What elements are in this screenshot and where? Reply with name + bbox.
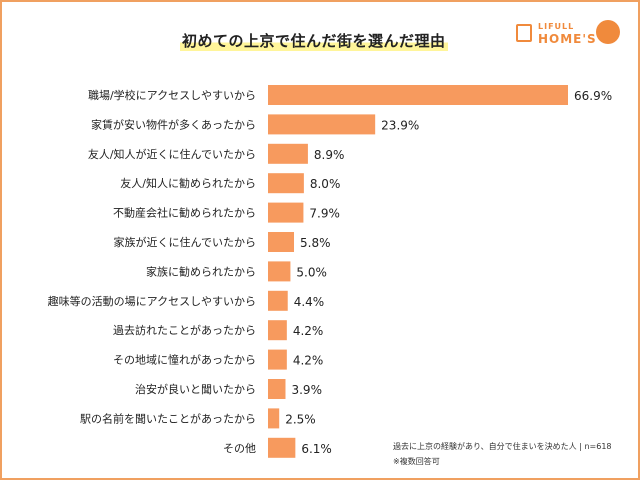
bar <box>268 232 295 252</box>
bar <box>268 114 376 135</box>
bar <box>268 202 304 223</box>
value-label: 23.9% <box>381 118 419 132</box>
category-label: その他 <box>223 442 256 455</box>
bar <box>268 437 296 458</box>
value-label: 66.9% <box>574 89 612 103</box>
multiple-answer-note: ※複数回答可 <box>393 457 440 466</box>
bar <box>268 379 286 399</box>
bar <box>268 320 287 341</box>
category-label: 駅の名前を聞いたことがあったから <box>80 411 256 425</box>
value-label: 4.2% <box>293 354 324 368</box>
bar <box>268 85 568 105</box>
chart-title: 初めての上京で住んだ街を選んだ理由 <box>180 30 448 51</box>
category-label: 職場/学校にアクセスしやすいから <box>88 88 256 102</box>
sample-note: 過去に上京の経験があり、自分で住まいを決めた人 | n=618 <box>393 442 612 451</box>
category-label: 不動産会社に勧められたから <box>113 206 256 220</box>
bar <box>268 408 280 429</box>
bar <box>268 143 308 164</box>
value-label: 2.5% <box>285 412 316 426</box>
bar <box>268 290 288 311</box>
bar <box>268 261 291 282</box>
value-label: 8.0% <box>310 177 341 191</box>
value-label: 7.9% <box>309 207 340 221</box>
category-label: 家族に勧められたから <box>146 264 256 278</box>
value-label: 5.8% <box>300 236 331 250</box>
house-icon <box>516 24 532 42</box>
value-label: 4.4% <box>294 295 325 309</box>
category-label: 友人/知人に勧められたから <box>120 176 256 190</box>
value-label: 8.9% <box>314 148 345 162</box>
category-label: 過去訪れたことがあったから <box>113 323 256 337</box>
bar <box>268 173 304 194</box>
category-label: 趣味等の活動の場にアクセスしやすいから <box>48 294 256 308</box>
category-label: 治安が良いと聞いたから <box>135 382 256 396</box>
logo-text-small: LIFULL <box>538 22 575 31</box>
category-label: 家賃が安い物件が多くあったから <box>91 117 256 131</box>
value-label: 5.0% <box>296 265 327 279</box>
value-label: 4.2% <box>293 324 324 338</box>
value-label: 6.1% <box>301 442 332 456</box>
lifull-homes-logo: LIFULL HOME'S <box>510 18 620 54</box>
category-label: その地域に憧れがあったから <box>113 353 256 367</box>
category-label: 友人/知人が近くに住んでいたから <box>88 147 256 161</box>
logo-text-big: HOME'S <box>538 32 597 46</box>
bar <box>268 349 287 370</box>
value-label: 3.9% <box>291 383 322 397</box>
mascot-icon <box>596 20 620 44</box>
category-label: 家族が近くに住んでいたから <box>114 235 256 249</box>
